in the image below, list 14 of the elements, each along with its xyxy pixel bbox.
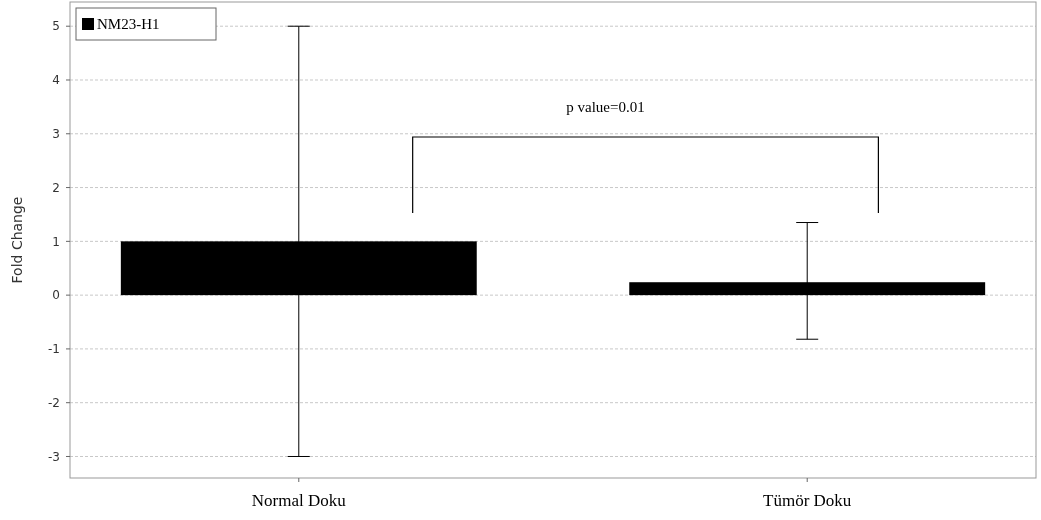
- y-tick-label: 2: [52, 180, 60, 195]
- y-tick-label: -3: [48, 449, 60, 464]
- y-tick-label: 0: [52, 288, 60, 303]
- y-tick-label: 1: [52, 234, 60, 249]
- annotation: p value=0.01: [566, 99, 645, 115]
- x-tick-label: Normal Doku: [251, 491, 347, 510]
- y-tick-label: 3: [52, 126, 60, 141]
- legend-label: NM23-H1: [97, 16, 160, 33]
- y-tick-label: -2: [48, 395, 60, 410]
- x-tick-label: Tümör Doku: [763, 491, 852, 510]
- y-tick-label: 4: [52, 73, 60, 88]
- y-axis-title: Fold Change: [9, 196, 25, 284]
- y-tick-label: 5: [52, 19, 60, 34]
- y-tick-label: -1: [48, 342, 60, 357]
